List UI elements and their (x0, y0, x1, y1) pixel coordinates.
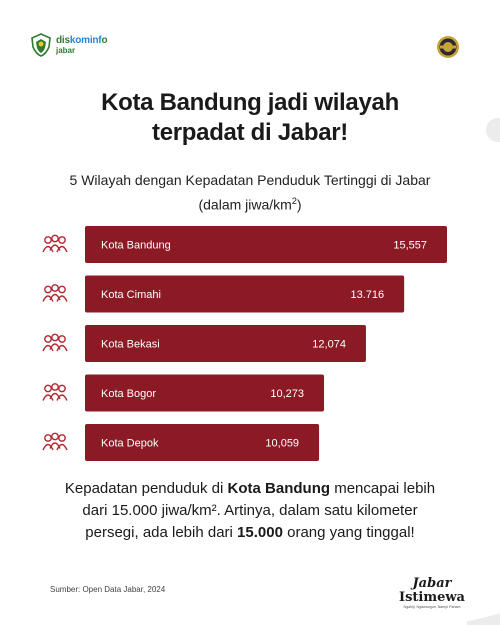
subtitle-unit-prefix: (dalam jiwa/km (198, 196, 292, 213)
people-group-icon (42, 284, 68, 302)
bar-label-kota-bogor: Kota Bogor (101, 388, 156, 400)
title-line-1: Kota Bandung jadi wilayah (101, 89, 399, 116)
summary-bold-bandung: Kota Bandung (227, 480, 331, 497)
bar-kota-cimahi (85, 275, 405, 313)
bar-value-kota-depok: 10,059 (265, 438, 299, 450)
bar-label-kota-cimahi: Kota Cimahi (101, 289, 161, 301)
summary-line-1: Kepadatan penduduk di Kota Bandung menca… (20, 478, 480, 500)
chart-subtitle: 5 Wilayah dengan Kepadatan Penduduk Tert… (0, 170, 500, 216)
people-group-icon (42, 432, 68, 451)
brand-text-kominf: kominf (69, 34, 102, 46)
bar-kota-bandung (85, 226, 447, 263)
jabar-istimewa-logo: Jabar Istimewa Ngahiji, Ngawangun, Nampi… (399, 576, 466, 609)
diskominfo-logo: diskominfo jabar (30, 33, 108, 57)
brand-text-dis: dis (56, 34, 70, 46)
bar-value-kota-bandung: 15,557 (393, 240, 427, 252)
brand-text-o: o (101, 34, 108, 46)
summary-line-3-start: persegi, ada lebih dari (85, 524, 238, 541)
logo-text-istimewa: Istimewa (399, 590, 466, 605)
summary-line-2: dari 15.000 jiwa/km². Artinya, dalam sat… (82, 502, 418, 519)
summary-line-3-end: orang yang tinggal! (282, 524, 415, 541)
brand-text-jabar: jabar (56, 45, 76, 55)
summary-line-1-start: Kepadatan penduduk di (64, 480, 228, 497)
page-title: Kota Bandung jadi wilayah terpadat di Ja… (0, 88, 500, 148)
summary-text: Kepadatan penduduk di Kota Bandung menca… (20, 478, 480, 544)
bar-value-kota-bekasi: 12,074 (312, 339, 346, 351)
source-note: Sumber: Open Data Jabar, 2024 (50, 585, 166, 594)
bar-value-kota-bogor: 10,273 (270, 388, 304, 400)
people-group-icon (42, 333, 68, 352)
subtitle-unit-suffix: ) (296, 196, 302, 213)
subtitle-line-1: 5 Wilayah dengan Kepadatan Penduduk Tert… (69, 172, 431, 188)
gold-seal-icon (437, 36, 459, 58)
title-line-2: terpadat di Jabar! (152, 119, 348, 146)
people-group-icon (42, 234, 68, 253)
people-group-icon (42, 383, 68, 401)
bar-kota-depok (85, 424, 320, 461)
logo-text-jabar: Jabar (410, 576, 453, 591)
subtitle-unit-sup: 2 (291, 196, 297, 206)
bar-label-kota-depok: Kota Depok (101, 438, 159, 450)
summary-line-1-end: mencapai lebih (330, 480, 436, 497)
summary-line-3: persegi, ada lebih dari 15.000 orang yan… (20, 522, 480, 544)
bar-label-kota-bandung: Kota Bandung (101, 240, 171, 252)
subtitle-line-2: (dalam jiwa/km2) (0, 191, 500, 216)
bar-label-kota-bekasi: Kota Bekasi (101, 339, 160, 351)
bar-value-kota-cimahi: 13.716 (351, 289, 385, 301)
west-java-emblem-icon (31, 33, 51, 57)
bar-kota-bekasi (85, 325, 366, 362)
summary-bold-number: 15.000 (237, 524, 283, 541)
bar-kota-bogor (85, 374, 325, 412)
density-bar-chart: Kota Bandung 15,557 Kota Cimahi 13.716 Kota … (42, 226, 447, 461)
logo-tagline: Ngahiji, Ngawangun, Nampi Paham (404, 605, 461, 609)
